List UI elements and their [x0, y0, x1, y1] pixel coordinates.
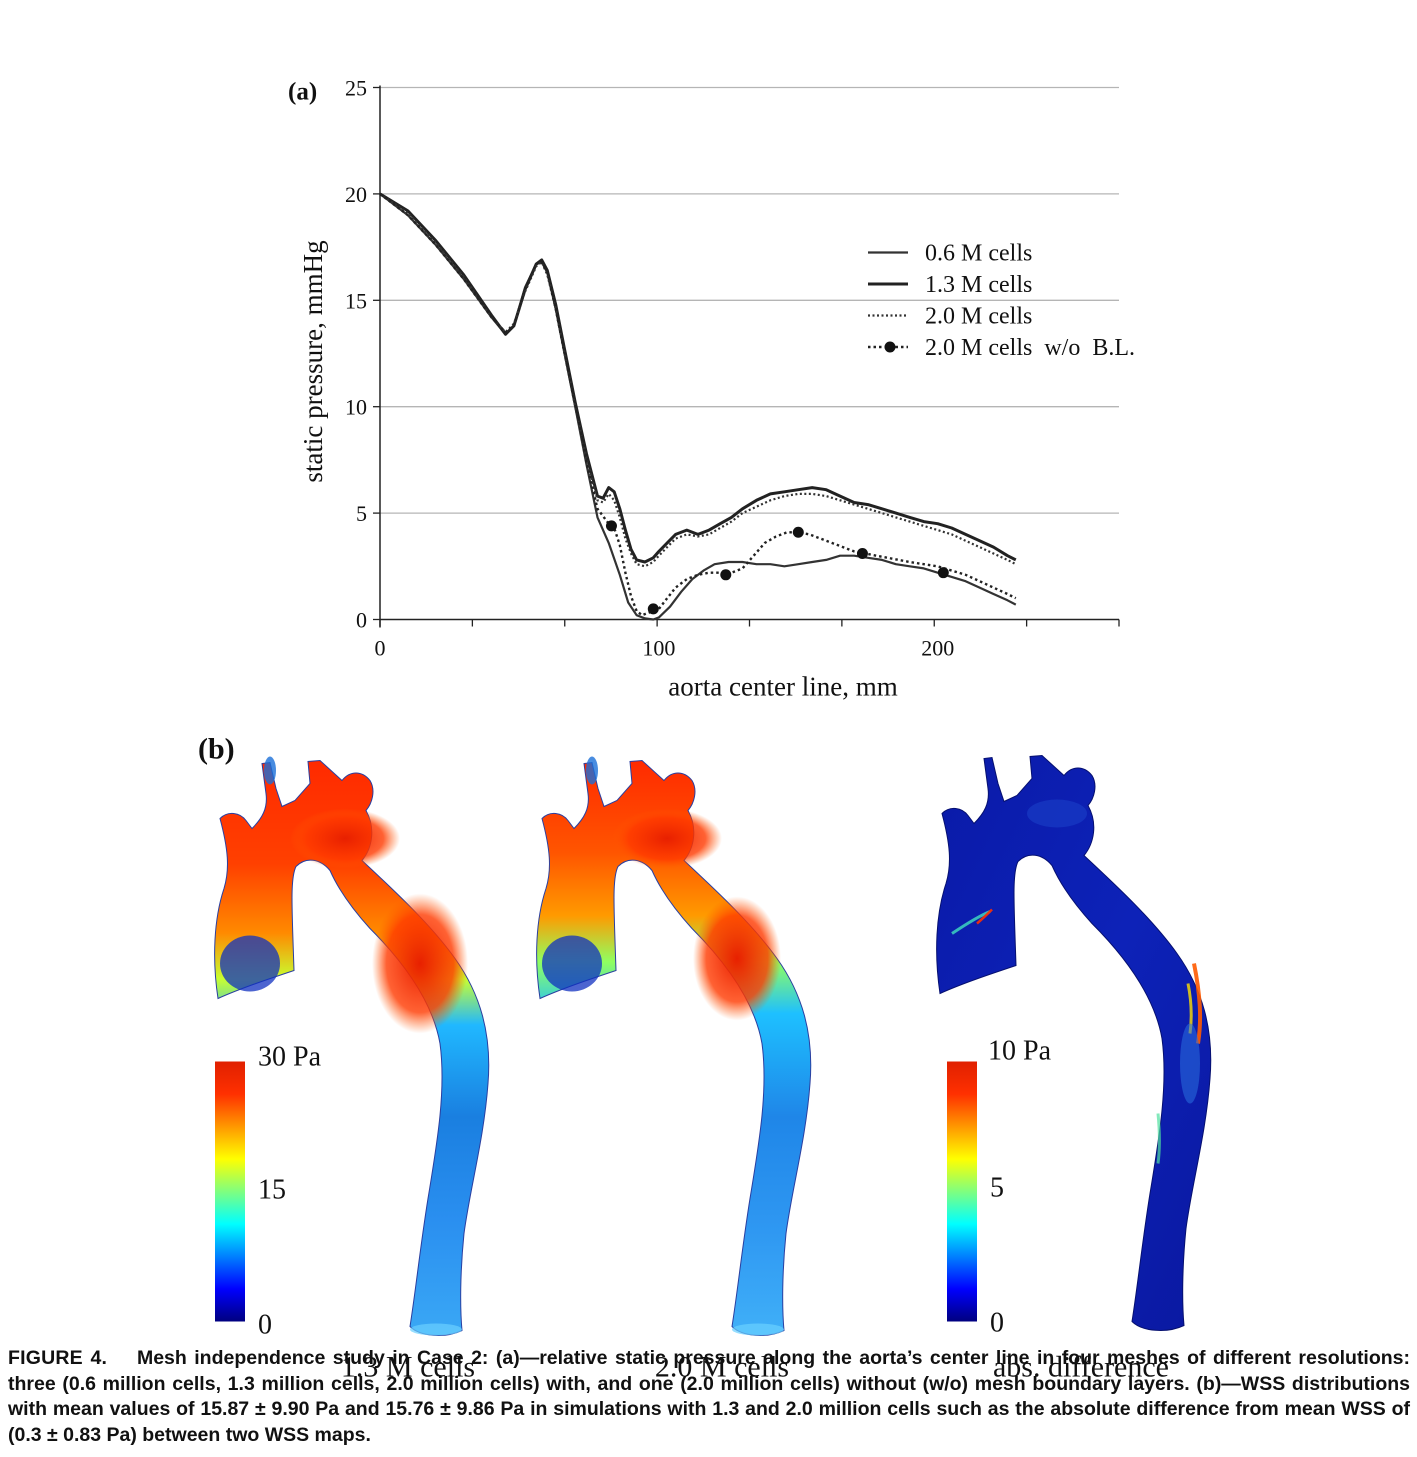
colorbar-max-label: 30 Pa [258, 1042, 322, 1073]
series-marker [937, 567, 949, 579]
branch-cool-region [586, 756, 598, 785]
x-tick-label: 200 [921, 636, 954, 661]
y-tick-labels: 0 5 10 15 20 25 [345, 76, 367, 633]
root-cool-region [220, 935, 280, 992]
series-line-3 [379, 192, 1017, 568]
difference-streak [1192, 963, 1203, 1044]
difference-streak [976, 908, 993, 925]
arch-hotspot [290, 808, 400, 869]
caption-lead: FIGURE 4. [8, 1347, 108, 1369]
arch-hotspot [693, 896, 781, 1021]
series-group [379, 192, 1017, 621]
colorbar-min-label: 0 [990, 1308, 1004, 1339]
series-marker [856, 548, 868, 560]
map-label-1: 1.3 M cells [341, 1351, 475, 1384]
wss-map-2 [536, 756, 812, 1336]
map-label-2: 2.0 M cells [655, 1351, 789, 1384]
series-marker [605, 520, 617, 532]
difference-patch [1027, 799, 1087, 828]
outlet-rim [732, 1323, 784, 1336]
y-tick-label: 10 [345, 395, 367, 420]
colorbar-mid-label: 15 [258, 1175, 286, 1206]
root-cool-region [542, 935, 602, 992]
map-label-3: abs. difference [993, 1351, 1169, 1384]
y-tick-label: 15 [345, 288, 367, 313]
y-axis-label: static pressure, mmHg [298, 240, 328, 482]
outlet-rim [410, 1323, 462, 1336]
legend-label: 2.0 M cells w/o B.L. [925, 335, 1135, 361]
legend-marker [884, 341, 896, 353]
panel-b: (b) [198, 733, 1212, 1384]
colorbar [215, 1061, 245, 1322]
series-marker [792, 526, 804, 538]
panel-a: (a) 0 5 10 15 20 25 0 100 200 static pressure, … [288, 76, 1135, 702]
legend-label: 1.3 M cells [925, 272, 1032, 298]
wss-map-1 [214, 756, 490, 1336]
legend-label: 0.6 M cells [925, 241, 1032, 267]
y-tick-label: 20 [345, 182, 367, 207]
x-axis-label: aorta center line, mm [668, 672, 897, 702]
y-tick-label: 0 [356, 608, 367, 633]
colorbar-max-label: 10 Pa [988, 1036, 1052, 1067]
difference-patch [1180, 1023, 1200, 1104]
x-tick-label: 0 [375, 636, 386, 661]
aorta-surface [936, 754, 1212, 1331]
legend-label: 2.0 M cells [925, 304, 1032, 330]
legend: 0.6 M cells 1.3 M cells 2.0 M cells 2.0 M c… [868, 241, 1135, 361]
color-scale-1: 30 Pa 15 0 [215, 1042, 322, 1341]
y-tick-label: 5 [356, 501, 367, 526]
colorbar-mid-label: 5 [990, 1173, 1004, 1204]
colorbar [947, 1061, 977, 1322]
x-tick-labels: 0 100 200 [375, 636, 955, 661]
caption-text: Mesh independence study in Case 2: (a)—r… [8, 1347, 1411, 1446]
grid-lines [380, 86, 1119, 514]
arch-hotspot [612, 808, 722, 869]
axes [373, 85, 1120, 628]
branch-cool-region [264, 756, 276, 785]
arch-hotspot [372, 893, 468, 1034]
difference-streak [1156, 1113, 1161, 1164]
y-tick-label: 25 [345, 76, 367, 101]
series-marker [720, 569, 732, 581]
x-tick-label: 100 [642, 636, 675, 661]
panel-a-label: (a) [288, 79, 317, 106]
series-line-2 [379, 192, 1017, 564]
wss-map-3 [936, 754, 1212, 1331]
series-marker [647, 603, 659, 615]
series-line-4 [379, 192, 1017, 617]
panel-b-label: (b) [198, 733, 235, 766]
figure-caption: FIGURE 4. Mesh independence study in Cas… [8, 1346, 1410, 1448]
color-scale-2: 10 Pa 5 0 [947, 1036, 1052, 1339]
colorbar-min-label: 0 [258, 1310, 272, 1341]
